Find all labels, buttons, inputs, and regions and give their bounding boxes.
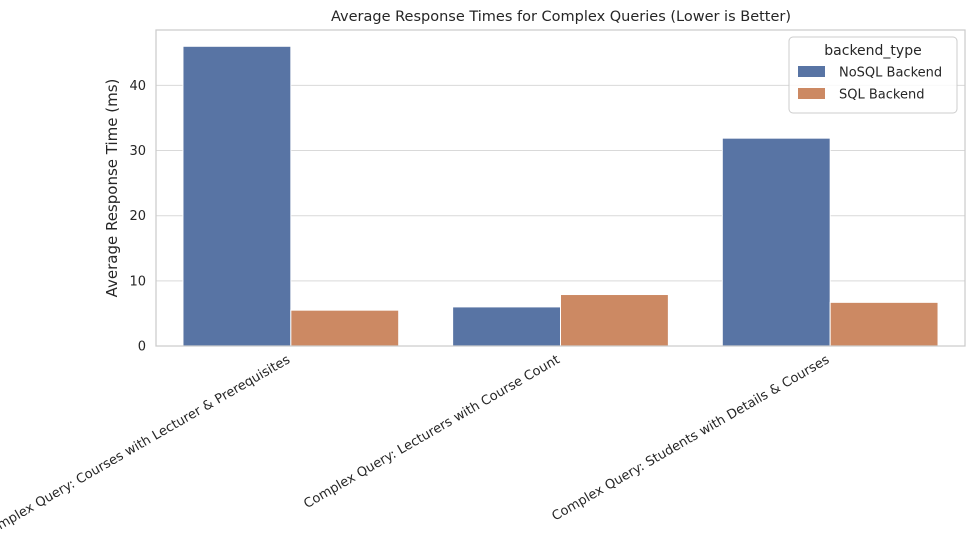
legend-swatch	[798, 88, 825, 99]
bar	[560, 294, 669, 347]
bar	[721, 137, 831, 347]
legend-items: NoSQL Backend SQL Backend	[798, 66, 942, 103]
plot-frame	[155, 29, 966, 347]
bar	[452, 306, 561, 347]
y-tick-label: 30	[129, 144, 146, 159]
bars	[182, 45, 939, 347]
bar	[290, 309, 400, 347]
legend-swatch	[798, 66, 825, 77]
y-axis-title: Average Response Time (ms)	[103, 79, 121, 298]
x-tick-label: Complex Query: Lecturers with Course Cou…	[301, 352, 562, 511]
bar	[182, 45, 292, 347]
y-tick-label: 20	[129, 209, 146, 224]
y-tick-labels: 0 10 20 30 40	[129, 79, 146, 355]
x-tick-label: Complex Query: Students with Details & C…	[550, 352, 833, 524]
y-tick-label: 40	[129, 79, 146, 94]
x-tick-label: Complex Query: Courses with Lecturer & P…	[0, 352, 293, 538]
y-tick-label: 0	[138, 340, 146, 355]
bar	[829, 301, 939, 347]
x-tick-labels: Complex Query: Courses with Lecturer & P…	[0, 352, 832, 538]
legend-box	[788, 36, 958, 114]
legend-entry: NoSQL Backend	[839, 66, 942, 81]
chart-title: Average Response Times for Complex Queri…	[331, 9, 791, 25]
y-tick-label: 10	[129, 274, 146, 289]
legend: backend_type NoSQL Backend SQL Backend	[788, 36, 958, 114]
legend-title: backend_type	[824, 43, 921, 59]
legend-entry: SQL Backend	[839, 88, 924, 103]
